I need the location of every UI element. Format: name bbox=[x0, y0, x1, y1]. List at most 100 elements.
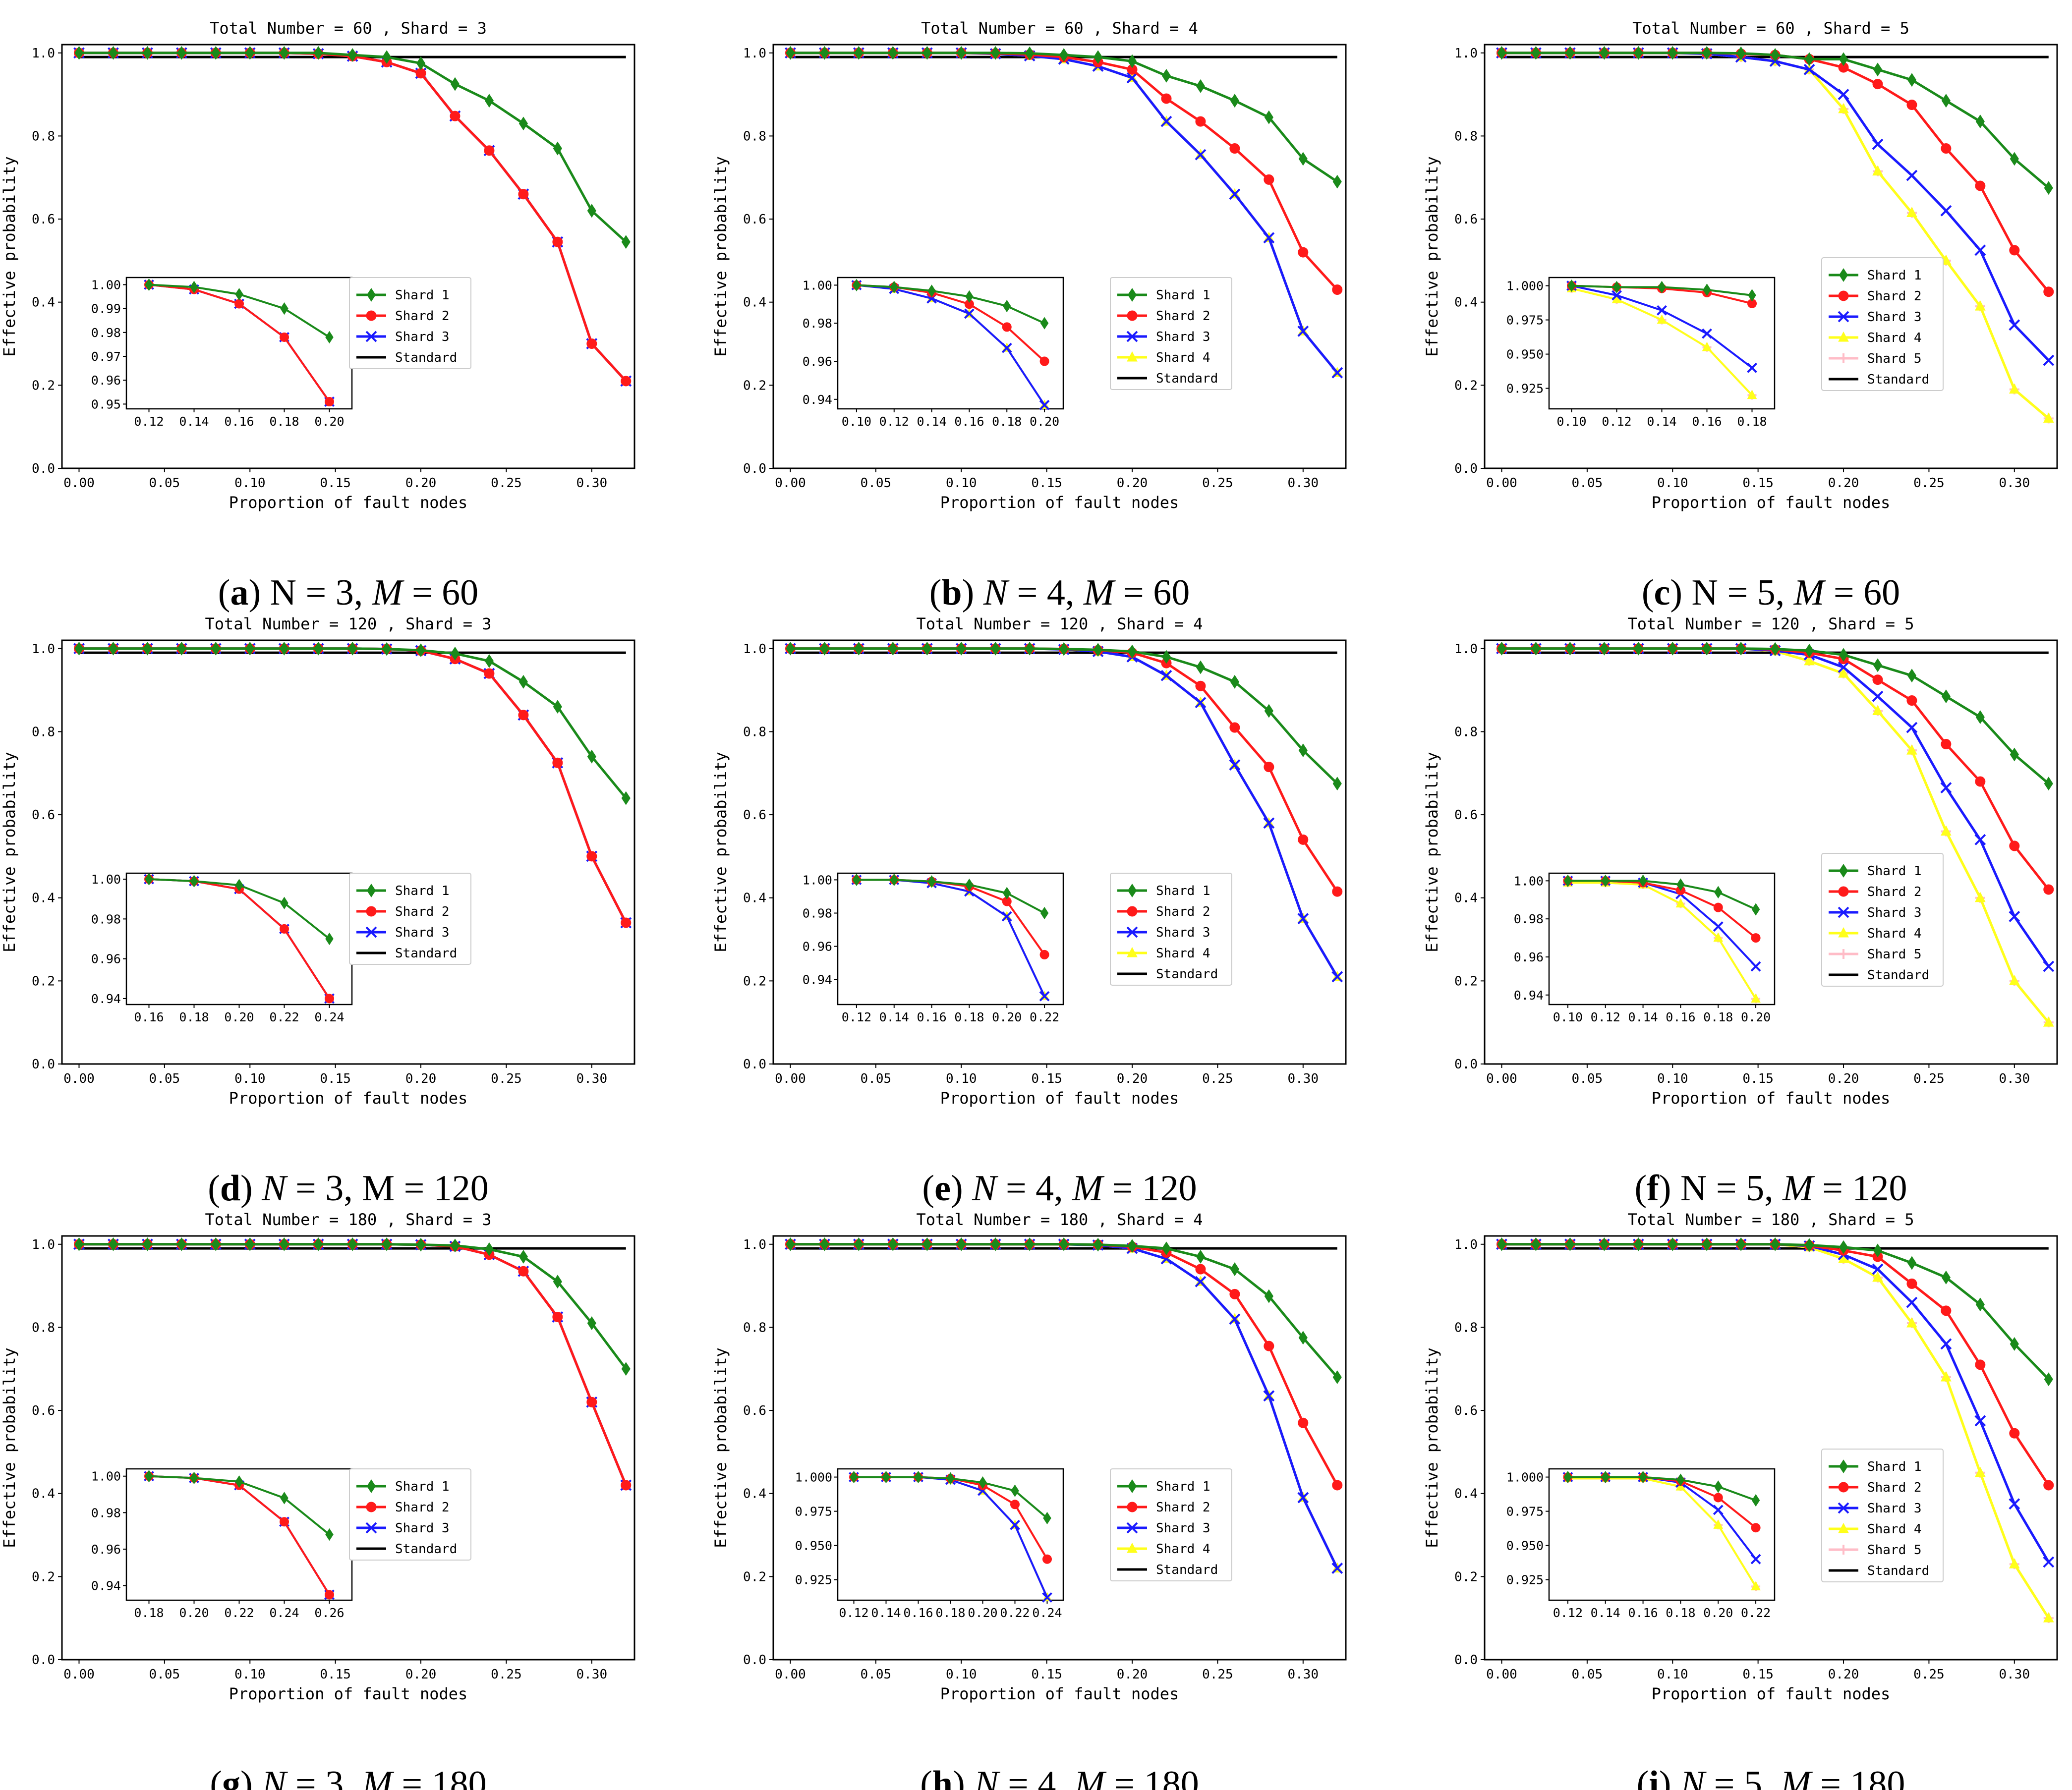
x-tick-label: 0.30 bbox=[1287, 1071, 1319, 1086]
inset-x-tick-label: 0.20 bbox=[1741, 1010, 1771, 1024]
x-tick-label: 0.00 bbox=[775, 476, 806, 491]
x-tick-label: 0.00 bbox=[775, 1071, 806, 1086]
series-3-point-11 bbox=[1872, 1263, 1884, 1275]
x-tick-label: 0.20 bbox=[1117, 1071, 1148, 1086]
inset-y-tick-label: 0.98 bbox=[91, 912, 121, 926]
x-tick-label: 0.10 bbox=[946, 1667, 977, 1682]
series-3-point-10 bbox=[1126, 72, 1138, 84]
series-1-point-10 bbox=[416, 56, 426, 70]
inset-series-2-point-4 bbox=[325, 994, 334, 1004]
series-4-point-14 bbox=[1975, 892, 1986, 902]
series-2-point-14 bbox=[1975, 1359, 1986, 1370]
y-tick-label: 0.2 bbox=[743, 1569, 766, 1584]
legend-label: Shard 1 bbox=[395, 1479, 450, 1494]
inset-frame bbox=[125, 872, 353, 1006]
y-tick-label: 0.6 bbox=[743, 212, 766, 227]
legend-label: Shard 4 bbox=[1156, 350, 1210, 365]
legend-swatch-marker bbox=[1838, 1482, 1849, 1493]
series-2-point-11 bbox=[1872, 674, 1883, 685]
panel-caption: (e) N = 4, M = 120 bbox=[922, 1168, 1197, 1209]
series-2-point-15 bbox=[586, 1397, 597, 1407]
series-1-point-7 bbox=[314, 641, 323, 656]
legend-box bbox=[1110, 277, 1232, 390]
series-1-point-12 bbox=[484, 1242, 494, 1256]
inset-series-3-point-4 bbox=[1001, 342, 1012, 353]
y-tick-label: 0.4 bbox=[1454, 891, 1478, 906]
y-tick-label: 0.0 bbox=[743, 461, 766, 476]
chart-title: Total Number = 60 , Shard = 3 bbox=[210, 19, 487, 38]
caption-open-paren: ( bbox=[210, 1764, 222, 1790]
x-tick-label: 0.10 bbox=[946, 476, 977, 491]
inset-series-3-point-4 bbox=[1001, 911, 1012, 922]
y-tick-label: 0.6 bbox=[32, 212, 55, 227]
series-1-point-4 bbox=[1634, 46, 1643, 60]
y-tick-label: 0.0 bbox=[743, 1057, 766, 1072]
series-4-point-13 bbox=[1941, 1371, 1952, 1382]
series-1-point-0 bbox=[1497, 641, 1506, 656]
inset-series-3-point-5 bbox=[1010, 1519, 1020, 1530]
series-1-point-9 bbox=[382, 642, 392, 656]
y-tick-label: 0.0 bbox=[1454, 1653, 1478, 1668]
series-1-point-6 bbox=[991, 641, 1000, 656]
series-1-point-16 bbox=[1332, 1370, 1342, 1384]
series-1-point-8 bbox=[1771, 48, 1780, 62]
series-3-point-12 bbox=[1195, 1276, 1207, 1287]
x-tick-label: 0.25 bbox=[1913, 1667, 1945, 1682]
series-1-point-14 bbox=[553, 700, 562, 714]
legend-swatch-marker bbox=[1127, 947, 1138, 957]
series-2-point-14 bbox=[1264, 174, 1274, 185]
y-tick-label: 1.0 bbox=[1454, 46, 1478, 61]
inset-series-1-point-2 bbox=[914, 1470, 922, 1484]
series-1-point-4 bbox=[922, 46, 932, 60]
series-3-point-15 bbox=[2009, 911, 2020, 922]
inset-y-tick-label: 1.00 bbox=[1514, 874, 1544, 888]
series-1-point-11 bbox=[1873, 1243, 1883, 1258]
inset-series-4-point-4 bbox=[1713, 932, 1724, 942]
y-tick-label: 0.6 bbox=[743, 808, 766, 823]
series-1-point-3 bbox=[888, 1237, 898, 1251]
legend-label: Shard 2 bbox=[1156, 1500, 1210, 1515]
legend-box bbox=[349, 1468, 471, 1561]
series-1-point-4 bbox=[211, 46, 221, 60]
series-1-point-15 bbox=[1298, 1331, 1308, 1345]
caption-part: = 180 bbox=[1811, 1764, 1905, 1790]
series-1-point-13 bbox=[518, 116, 528, 131]
legend: Shard 1 Shard 2 Shard 3 Standard bbox=[349, 1468, 471, 1561]
inset-series-2-point-3 bbox=[280, 332, 289, 342]
series-4-point-12 bbox=[1906, 1317, 1917, 1328]
legend-swatch-marker bbox=[1839, 1459, 1848, 1473]
series-2-point-16 bbox=[2043, 286, 2054, 297]
caption-part: M = 120 bbox=[362, 1168, 489, 1209]
series-1-point-13 bbox=[1941, 689, 1951, 704]
series-1-point-2 bbox=[143, 1237, 152, 1251]
series-1-point-14 bbox=[1264, 704, 1273, 718]
caption-letter: e bbox=[934, 1168, 951, 1209]
chart-title: Total Number = 120 , Shard = 5 bbox=[1628, 615, 1914, 633]
legend-swatch-marker bbox=[1838, 906, 1849, 918]
series-1-point-1 bbox=[1531, 46, 1541, 60]
series-1-point-0 bbox=[786, 1237, 795, 1251]
inset-series-2-point-5 bbox=[1751, 933, 1761, 943]
legend-swatch-marker bbox=[366, 1502, 377, 1512]
caption-close-paren: ) bbox=[240, 1168, 262, 1209]
caption-part: M bbox=[1793, 572, 1827, 613]
legend-swatch-marker bbox=[1126, 1522, 1138, 1534]
inset-series-1-point-0 bbox=[850, 1470, 858, 1484]
series-1-point-2 bbox=[1565, 1237, 1575, 1251]
series-1-point-2 bbox=[1565, 641, 1575, 656]
caption-open-paren: ( bbox=[218, 572, 230, 613]
series-1-point-4 bbox=[1634, 1237, 1643, 1251]
legend-swatch-marker bbox=[1838, 331, 1849, 342]
series-3-point-13 bbox=[1229, 188, 1241, 200]
legend-label: Shard 1 bbox=[1156, 884, 1210, 898]
series-1-point-5 bbox=[957, 641, 966, 656]
panel-caption: (h) N = 4, M = 180 bbox=[920, 1764, 1199, 1790]
series-1-point-5 bbox=[1668, 641, 1677, 656]
series-2-point-14 bbox=[1264, 1341, 1274, 1351]
legend-label: Shard 4 bbox=[1867, 331, 1922, 345]
y-axis-label: Effective probability bbox=[0, 156, 19, 357]
caption-open-paren: ( bbox=[922, 1168, 934, 1209]
series-1-point-11 bbox=[450, 646, 460, 661]
inset-series-3-point-4 bbox=[1747, 362, 1757, 373]
inset-y-tick-label: 0.94 bbox=[1514, 988, 1544, 1003]
